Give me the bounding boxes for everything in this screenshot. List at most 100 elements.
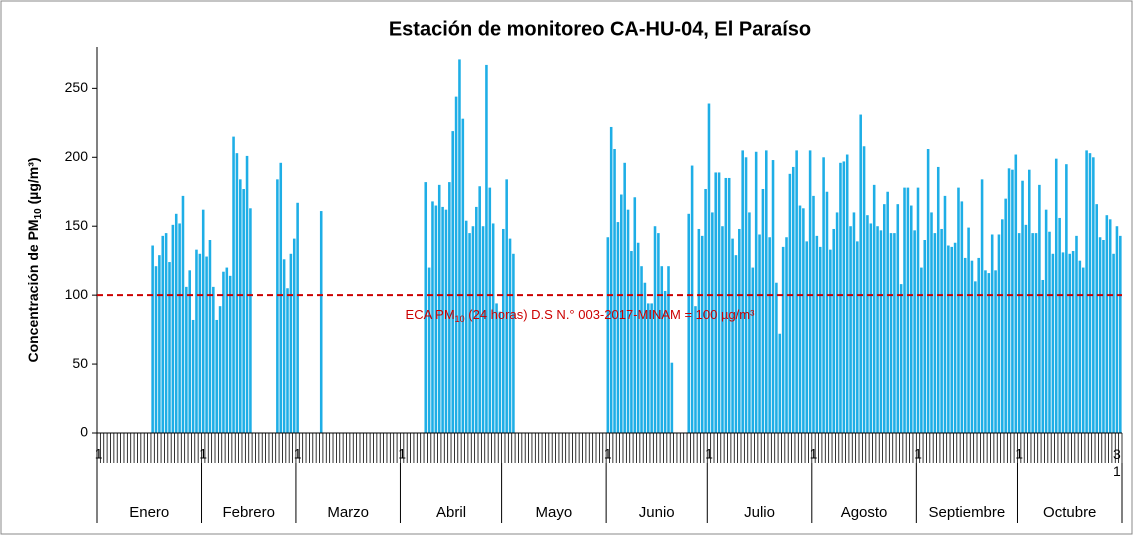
bar [785,237,788,433]
bar [886,191,889,433]
bar [872,184,876,433]
x-tick-label: 1 [914,446,922,462]
bar [909,205,913,433]
bar [660,266,664,433]
bar [694,306,697,433]
bar [606,237,610,433]
bar [1001,219,1004,433]
bar [1098,237,1102,433]
bar [181,195,185,433]
bar [448,182,451,433]
x-tick-label: 1 [294,446,302,462]
bar [289,253,293,433]
bar [950,246,954,433]
bar [319,211,323,433]
bar [967,227,970,433]
chart-title: Estación de monitoreo CA-HU-04, El Paraí… [389,18,811,40]
bar [815,235,819,433]
bar [630,251,633,433]
bar [808,150,812,433]
bar [1034,233,1038,433]
bar [1048,231,1051,433]
bar [1112,253,1115,433]
bar [856,241,859,433]
bar [481,226,485,433]
bar [761,188,765,433]
month-label: Mayo [536,504,573,521]
y-tick-label: 250 [65,79,89,95]
bar [158,255,161,433]
x-tick-label: 1 [810,446,818,462]
bar [185,286,188,433]
bar [663,291,667,433]
x-tick-label: 1 [199,446,207,462]
bar [1051,253,1055,433]
bar [495,303,498,433]
bar [889,233,893,433]
bar [212,286,215,433]
bar [657,233,660,433]
bar [464,220,468,433]
bar [279,162,283,434]
bar [798,205,802,433]
bar [1088,153,1092,433]
bar [896,204,900,433]
bar [893,233,896,433]
bar [758,234,761,433]
bar [1095,204,1098,433]
bar [178,223,181,433]
x-tick-label: 1 [95,446,103,462]
bar [502,228,505,433]
bar [424,182,428,433]
bar [947,245,950,433]
y-axis-label: Concentración de PM10 (µg/m³) [25,157,44,362]
bar [1024,224,1028,433]
month-label: Octubre [1043,504,1096,521]
bar [923,240,927,433]
bar [174,213,178,433]
bar [1007,168,1011,434]
bar [913,230,916,433]
bar [232,136,235,433]
bar [653,226,657,433]
bar [441,206,444,433]
bar [791,166,795,433]
bar [431,201,434,433]
bar [626,209,630,433]
bar [899,284,903,433]
bar [926,149,930,433]
bar [444,209,448,433]
reference-label-part: (24 horas) D.S N.° 003-2017-MINAM = 100 … [465,308,755,323]
bar [498,311,502,433]
bar [960,201,964,433]
x-tick-char: 3 [1113,446,1121,462]
bar [670,362,674,433]
month-label: Marzo [327,504,369,521]
bar [461,118,465,433]
bar [997,234,1001,433]
bar [957,187,960,433]
bar [643,282,647,433]
bar [286,288,289,433]
bar [818,246,822,433]
bar [623,162,626,434]
bar [933,233,937,433]
bar [970,260,974,433]
bar [161,235,165,433]
bar [866,215,869,433]
bar [849,226,852,433]
bar [687,213,691,433]
bar [832,228,835,433]
bar [249,208,252,433]
bar [987,273,991,433]
bar [822,157,825,434]
reference-label-part: 10 [455,315,465,325]
bar [458,59,461,434]
month-label: Agosto [841,504,888,521]
bar [613,149,616,433]
bar [903,187,906,433]
bar [512,253,515,433]
bar [468,233,471,433]
bar [835,212,839,433]
